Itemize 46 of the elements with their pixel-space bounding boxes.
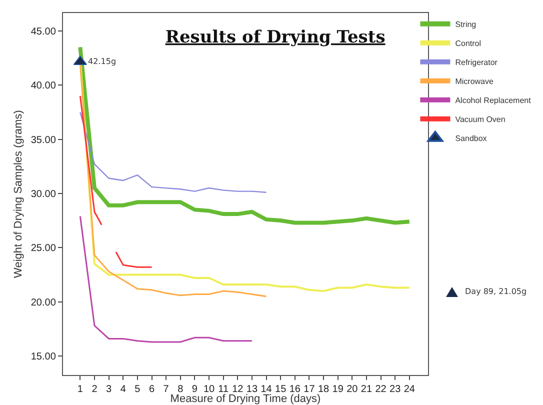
x-tick-label: 16	[289, 384, 301, 396]
x-tick-label: 21	[360, 384, 372, 396]
x-tick-label: 15	[275, 384, 287, 396]
x-tick-label: 5	[134, 384, 141, 396]
y-tick-label: 20.00	[30, 297, 56, 308]
y-axis-title: Weight of Drying Samples (grams)	[12, 110, 25, 278]
x-tick-label: 17	[304, 384, 316, 396]
x-axis-title: Measure of Drying Time (days)	[170, 393, 321, 405]
legend-label: Vacuum Oven	[455, 115, 506, 124]
data-label: 42.15g	[88, 56, 116, 66]
x-tick-label: 8	[178, 384, 184, 396]
x-tick-label: 13	[246, 384, 258, 396]
x-tick-label: 9	[192, 384, 198, 396]
legend-label: String	[455, 20, 476, 29]
x-tick-label: 10	[203, 384, 215, 396]
line-series	[78, 45, 412, 225]
y-tick-label: 45.00	[30, 26, 56, 38]
x-tick-label: 19	[332, 384, 344, 396]
x-tick-label: 14	[260, 384, 272, 396]
legend-label: Refrigerator	[455, 58, 498, 67]
text: Day 89, 21.05g	[465, 287, 527, 296]
y-tick-label: 40.00	[30, 80, 56, 92]
x-tick-label: 2	[92, 384, 98, 396]
x-tick-label: 24	[404, 384, 416, 396]
line-series	[80, 112, 267, 193]
line-series	[79, 215, 253, 343]
x-tick-label: 3	[106, 384, 112, 396]
legend-label: Microwave	[455, 77, 494, 86]
x-tick-label: 18	[318, 384, 330, 396]
y-tick-label: 35.00	[30, 134, 56, 146]
legend-label: Control	[455, 39, 482, 48]
x-tick-label: 23	[390, 384, 402, 396]
y-tick-label: 15.00	[30, 352, 56, 363]
y-tick-label: 25.00	[30, 243, 56, 254]
x-tick-label: 1	[77, 384, 84, 396]
x-tick-label: 20	[346, 384, 358, 396]
legend-label: Alcohol Replacement	[455, 96, 532, 105]
text: Results of Drying Tests	[165, 27, 386, 48]
x-tick-label: 4	[120, 384, 126, 396]
y-tick-label: 30.00	[30, 188, 56, 200]
x-tick-label: 6	[148, 384, 155, 396]
x-tick-label: 12	[232, 384, 244, 396]
x-tick-label: 22	[375, 384, 387, 396]
x-tick-label: 7	[163, 384, 170, 396]
x-tick-label: 11	[218, 384, 229, 396]
legend-label: Sandbox	[455, 134, 487, 143]
